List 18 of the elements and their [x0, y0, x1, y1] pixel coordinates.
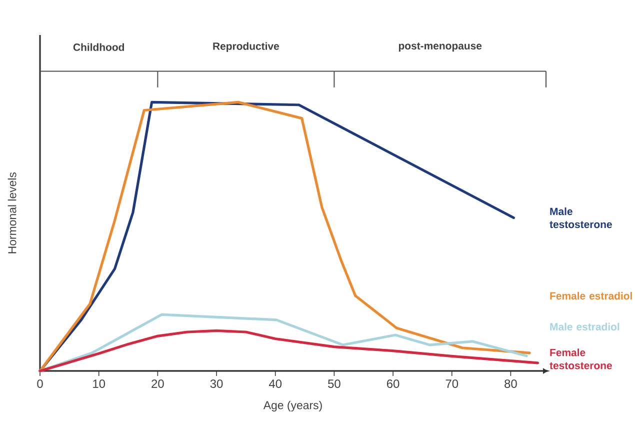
- x-tick-label: 40: [268, 380, 282, 388]
- text: Male estradiol: [550, 322, 620, 330]
- text: Childhood: [73, 43, 124, 51]
- x-axis-title: Age (years): [263, 400, 322, 412]
- x-tick-label: 80: [504, 380, 517, 388]
- x-tick-label: 50: [328, 380, 340, 388]
- text: post-menopause: [398, 42, 482, 52]
- text: Female estradiol: [550, 292, 632, 300]
- x-tick-label: 10: [93, 380, 106, 388]
- y-axis-title: Hormonal levels: [8, 172, 16, 254]
- x-tick-label: 30: [210, 380, 223, 388]
- x-tick-label: 70: [446, 380, 458, 388]
- x-tick-label: 0: [37, 380, 43, 388]
- text: Male testosterone: [550, 207, 612, 228]
- text: Reproductive: [213, 42, 279, 52]
- x-tick-label: 20: [152, 380, 164, 388]
- x-tick-label: 60: [386, 380, 400, 388]
- series-label: Female testosterone: [550, 348, 612, 370]
